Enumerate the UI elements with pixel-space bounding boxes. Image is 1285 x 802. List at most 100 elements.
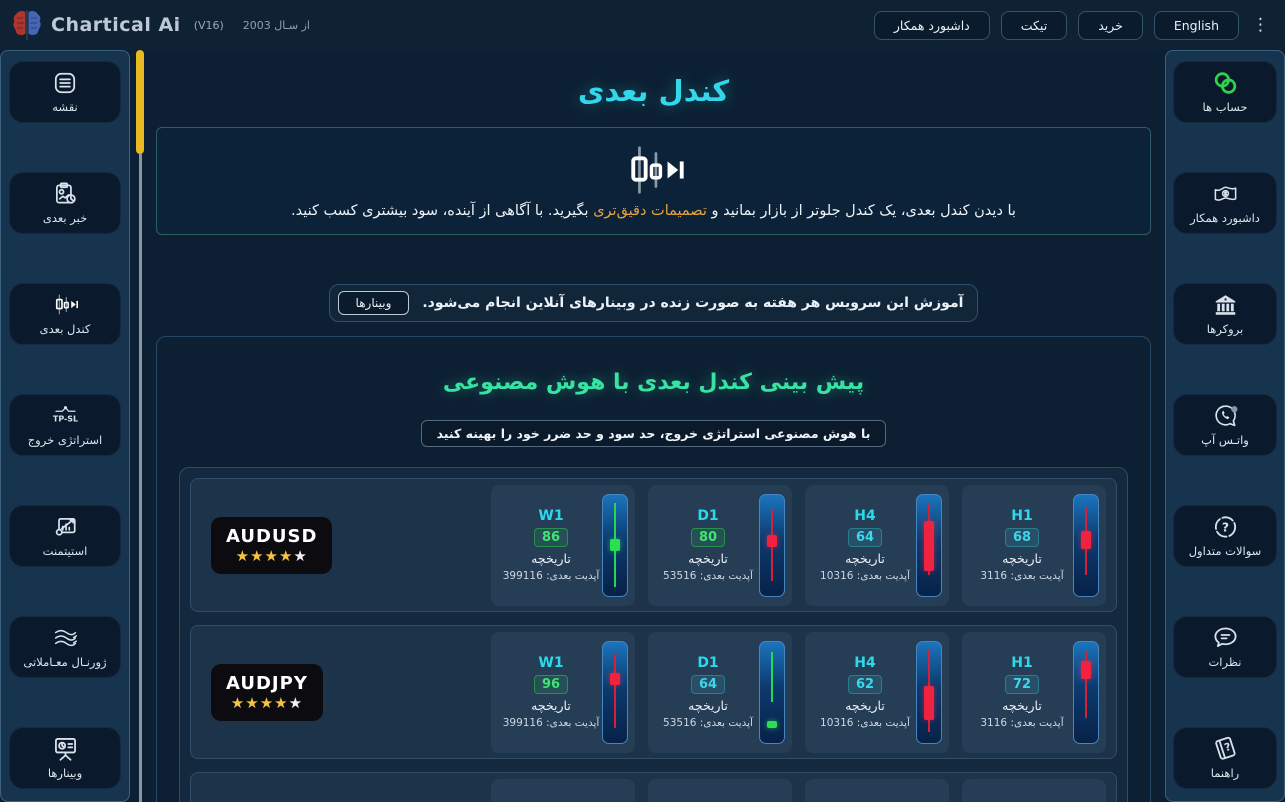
candle-wick [614,653,616,729]
timeframe-card-d1[interactable]: D1 80 تاریخچه آپدیت بعدی: 53516 [648,484,792,606]
timeframe-card-w1[interactable]: W1 86 تاریخچه آپدیت بعدی: 399116 [491,484,635,606]
symbol-badge[interactable]: AUDUSD ★★★★★ [211,516,333,574]
candle-body [924,520,934,572]
timeframe-card-d1[interactable]: D1 64 تاریخچه آپدیت بعدی: 53516 [648,631,792,753]
webinars-button[interactable]: وبینارها [337,291,410,315]
header-nav: داشبورد همکار تیکت خرید English ⋮ [873,10,1271,40]
sidebar-item-accounts[interactable]: حساب ها [1173,61,1277,123]
svg-text:?: ? [1222,740,1232,754]
timeframe-label: H4 [854,508,876,524]
sidebar-item-label: بروکرها [1206,322,1244,336]
timeframe-label: D1 [697,655,719,671]
prediction-section: پیش بینی کندل بعدی با هوش مصنوعی با هوش … [156,336,1151,802]
timeframe-card[interactable] [805,778,949,802]
content-scrollbar [136,50,145,802]
sidebar-item-webinars[interactable]: وبینارها [9,727,121,789]
sidebar-item-trading-journal[interactable]: ژورنـال معـاملاتی [9,616,121,678]
timeframe-card-w1[interactable]: W1 96 تاریخچه آپدیت بعدی: 399116 [491,631,635,753]
candle-wick [771,651,773,703]
brain-logo-icon [12,9,42,41]
hero-text: با دیدن کندل بعدی، یک کندل جلوتر از بازا… [291,203,1016,219]
sidebar-item-faq[interactable]: ? سوالات متداول [1173,505,1277,567]
nav-language-button[interactable]: English [1153,10,1239,40]
webinar-notice-text: آموزش این سرویس هر هفته به صورت زنده در … [422,295,964,311]
brand-name: Chartical Ai [51,14,181,36]
svg-text:TP-SL: TP-SL [52,414,77,423]
timeframe-label: W1 [538,655,564,671]
candle-preview [916,493,942,597]
kebab-menu-icon[interactable]: ⋮ [1252,14,1269,35]
sidebar-item-next-news[interactable]: خبر بعدی [9,172,121,234]
history-label: تاریخچه [1002,698,1042,713]
score-badge: 72 [1004,675,1040,694]
candle-body [610,538,620,552]
next-update-text: آپدیت بعدی: 53516 [663,570,753,582]
next-update-text: آپدیت بعدی: 53516 [663,717,753,729]
symbol-rating: ★★★★★ [226,694,308,712]
score-badge: 96 [533,675,569,694]
history-label: تاریخچه [688,551,728,566]
next-update-text: آپدیت بعدی: 10316 [820,570,910,582]
brand-since: از سـال 2003 [242,18,310,32]
page-title: کندل بعدی [577,74,730,108]
history-label: تاریخچه [531,698,571,713]
nav-buy-button[interactable]: خرید [1078,10,1143,40]
candle-body [924,685,934,721]
symbol-badge[interactable]: AUDJPY ★★★★★ [211,663,323,721]
timeframe-card[interactable] [962,778,1106,802]
hero-text-highlight[interactable]: تصمیمات دقیق‌تری [593,202,707,219]
sidebar-item-partner-dashboard[interactable]: داشبورد همکار [1173,172,1277,234]
score-badge: 64 [847,528,883,547]
timeframe-card[interactable] [648,778,792,802]
sidebar-item-label: نقشه [52,100,78,114]
scrollbar-thumb[interactable] [136,50,144,154]
sidebar-item-exit-strategy[interactable]: TP-SL استراتژی خروج [9,394,121,456]
timeframe-card[interactable] [491,778,635,802]
sidebar-item-guide[interactable]: ? راهنما [1173,727,1277,789]
timeframe-card-h1[interactable]: H1 68 تاریخچه آپدیت بعدی: 3116 [962,484,1106,606]
next-candle-icon [52,292,79,317]
statement-chart-icon [52,514,79,539]
webinar-board-icon [52,736,79,761]
candle-preview [602,640,628,744]
next-update-text: آپدیت بعدی: 399116 [502,570,600,582]
candle-wick [1085,651,1087,719]
star-icon: ★ [259,693,275,712]
sidebar-item-label: سوالات متداول [1188,544,1262,558]
nav-partner-dashboard-button[interactable]: داشبورد همکار [873,10,990,40]
brand-version: (V16) [193,18,224,32]
sidebar-item-comments[interactable]: نظرات [1173,616,1277,678]
sidebar-item-brokers[interactable]: بروکرها [1173,283,1277,345]
nav-ticket-button[interactable]: تیکت [1000,10,1068,40]
history-label: تاریخچه [845,698,885,713]
sidebar-item-next-candle[interactable]: کندل بعدی [9,283,121,345]
timeframe-card-h4[interactable]: H4 62 تاریخچه آپدیت بعدی: 10316 [805,631,949,753]
star-icon: ★ [278,546,294,565]
news-report-icon [52,181,79,206]
timeframe-card-h4[interactable]: H4 64 تاریخچه آپدیت بعدی: 10316 [805,484,949,606]
scrollbar-track[interactable] [139,154,142,802]
candle-body [1081,660,1091,679]
star-icon: ★ [235,546,251,565]
brand: Chartical Ai (V16) از سـال 2003 [12,9,310,41]
comment-bubble-icon [1212,625,1239,650]
prediction-row-partial [190,772,1117,802]
score-badge: 68 [1004,528,1040,547]
hero-text-after: بگیرید. با آگاهی از آینده، سود بیشتری کس… [291,202,594,219]
menu-list-icon [52,70,79,95]
next-update-text: آپدیت بعدی: 10316 [820,717,910,729]
candle-body [767,721,777,729]
history-label: تاریخچه [531,551,571,566]
sidebar-item-statement[interactable]: استیتمنت [9,505,121,567]
hero-panel: با دیدن کندل بعدی، یک کندل جلوتر از بازا… [156,127,1151,235]
star-icon: ★ [250,546,265,565]
sidebar-item-map[interactable]: نقشه [9,61,121,123]
timeframe-label: H1 [1011,655,1033,671]
guide-book-icon: ? [1212,736,1239,761]
timeframe-card-h1[interactable]: H1 72 تاریخچه آپدیت بعدی: 3116 [962,631,1106,753]
sidebar-item-whatsapp[interactable]: واتـس آپ [1173,394,1277,456]
star-icon: ★ [245,693,260,712]
prediction-row: AUDJPY ★★★★★ W1 96 تاریخچه آپدیت بعدی: 399116… [190,625,1117,759]
left-sidebar: نقشه خبر بعدی کندل بعدی TP-SL استراتژی خروج ا… [0,50,130,802]
score-badge: 62 [847,675,883,694]
